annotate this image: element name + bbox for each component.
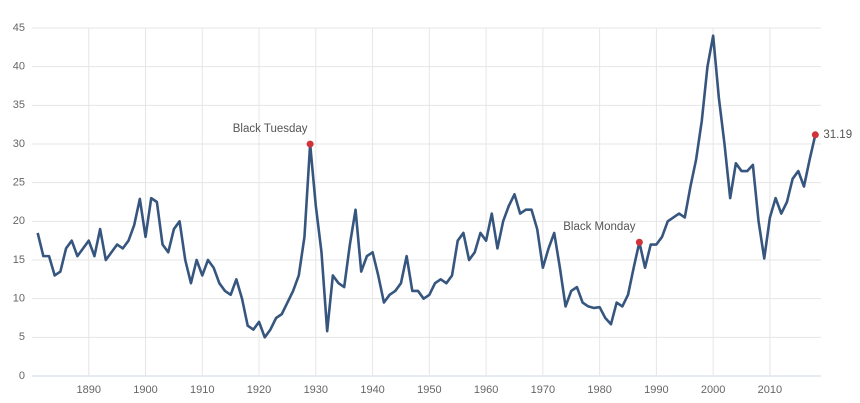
x-tick-label: 1900 <box>133 384 157 396</box>
x-tick-label: 2000 <box>701 384 725 396</box>
y-tick-label: 20 <box>13 215 25 227</box>
y-tick-label: 15 <box>13 254 25 266</box>
x-tick-label: 1980 <box>587 384 611 396</box>
x-tick-label: 1930 <box>304 384 328 396</box>
x-tick-label: 1990 <box>644 384 668 396</box>
x-tick-label: 1940 <box>360 384 384 396</box>
annotation-label: Black Monday <box>563 221 635 233</box>
x-tick-label: 1970 <box>531 384 555 396</box>
y-tick-label: 35 <box>13 99 25 111</box>
y-tick-label: 5 <box>19 331 25 343</box>
x-tick-label: 1910 <box>190 384 214 396</box>
x-tick-label: 1960 <box>474 384 498 396</box>
annotation-marker <box>811 131 819 139</box>
y-tick-label: 30 <box>13 138 25 150</box>
data-line <box>36 34 817 339</box>
y-tick-label: 40 <box>13 61 25 73</box>
y-tick-label: 0 <box>19 370 25 382</box>
annotation-marker <box>306 140 314 148</box>
annotation-marker <box>635 238 643 246</box>
y-tick-label: 10 <box>13 293 25 305</box>
x-tick-label: 1950 <box>417 384 441 396</box>
end-value-label: 31.19 <box>823 129 852 141</box>
x-tick-label: 2010 <box>758 384 782 396</box>
y-tick-label: 45 <box>13 22 25 34</box>
y-tick-label: 25 <box>13 177 25 189</box>
x-tick-label: 1890 <box>77 384 101 396</box>
annotation-label: Black Tuesday <box>233 123 308 135</box>
x-tick-label: 1920 <box>247 384 271 396</box>
